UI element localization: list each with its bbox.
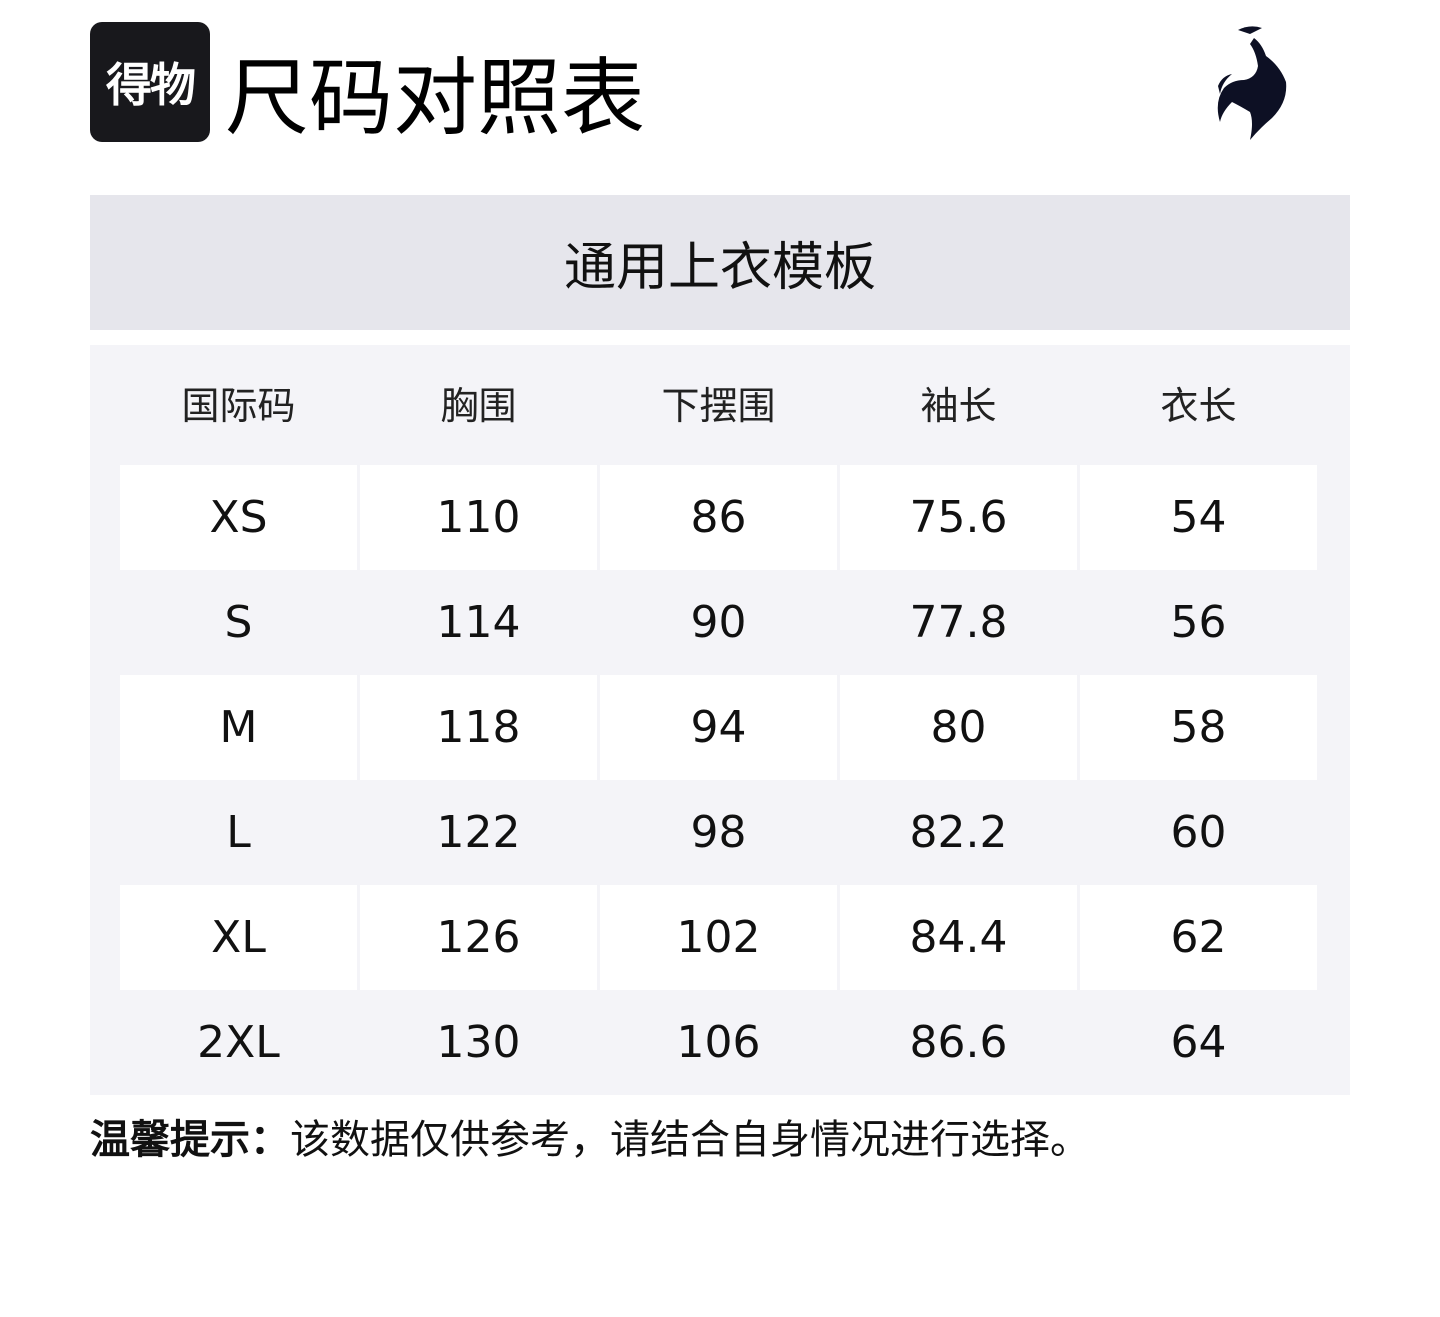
table-cell: 114 bbox=[436, 597, 521, 648]
table-row: S 114 90 77.8 56 bbox=[120, 570, 1320, 675]
table-cell: L bbox=[226, 807, 251, 858]
tip: 温馨提示：该数据仅供参考，请结合自身情况进行选择。 bbox=[90, 1112, 1090, 1168]
table-cell: 102 bbox=[600, 885, 837, 990]
table-cell: 118 bbox=[360, 675, 597, 780]
table-cell: 75.6 bbox=[840, 465, 1077, 570]
table-cell: 86.6 bbox=[909, 1017, 1008, 1068]
table-cell: 56 bbox=[1170, 597, 1227, 648]
table-cell: 2XL bbox=[197, 1017, 280, 1068]
table-row: L 122 98 82.2 60 bbox=[120, 780, 1320, 885]
table-row: XL 126 102 84.4 62 bbox=[120, 885, 1320, 990]
table-cell: 77.8 bbox=[909, 597, 1008, 648]
tip-text: 该数据仅供参考，请结合自身情况进行选择。 bbox=[290, 1117, 1090, 1163]
table-cell: 110 bbox=[360, 465, 597, 570]
template-title: 通用上衣模板 bbox=[90, 195, 1350, 330]
column-header: 下摆围 bbox=[661, 384, 776, 428]
table-cell: 98 bbox=[690, 807, 747, 858]
page-title: 尺码对照表 bbox=[225, 49, 646, 147]
table-cell: 86 bbox=[600, 465, 837, 570]
table-cell: 130 bbox=[436, 1017, 521, 1068]
table-cell: S bbox=[224, 597, 253, 648]
column-header: 衣长 bbox=[1160, 384, 1237, 428]
table-cell: 64 bbox=[1170, 1017, 1227, 1068]
table-cell: 106 bbox=[676, 1017, 761, 1068]
table-cell: 90 bbox=[690, 597, 747, 648]
column-header: 袖长 bbox=[920, 384, 997, 428]
table-cell: 84.4 bbox=[840, 885, 1077, 990]
table-row: 2XL 130 106 86.6 64 bbox=[120, 990, 1320, 1095]
table-cell: M bbox=[120, 675, 357, 780]
table-cell: XL bbox=[120, 885, 357, 990]
column-header: 国际码 bbox=[181, 384, 296, 428]
table-cell: XS bbox=[120, 465, 357, 570]
table-cell: 94 bbox=[600, 675, 837, 780]
table-row: XS 110 86 75.6 54 bbox=[120, 465, 1320, 570]
table-cell: 62 bbox=[1080, 885, 1317, 990]
table-cell: 80 bbox=[840, 675, 1077, 780]
column-header: 胸围 bbox=[440, 384, 517, 428]
size-table: 国际码 胸围 下摆围 袖长 衣长 XS 110 86 75.6 54 S 114 90 77.8… bbox=[90, 345, 1350, 1095]
rooster-logo-icon bbox=[1217, 26, 1287, 140]
table-row: M 118 94 80 58 bbox=[120, 675, 1320, 780]
dewu-logo: 得物 bbox=[90, 22, 210, 142]
table-cell: 54 bbox=[1080, 465, 1317, 570]
table-cell: 82.2 bbox=[909, 807, 1008, 858]
tip-label: 温馨提示： bbox=[90, 1117, 290, 1163]
table-header-row: 国际码 胸围 下摆围 袖长 衣长 bbox=[120, 350, 1320, 455]
table-cell: 58 bbox=[1080, 675, 1317, 780]
table-cell: 122 bbox=[436, 807, 521, 858]
table-cell: 60 bbox=[1170, 807, 1227, 858]
table-cell: 126 bbox=[360, 885, 597, 990]
